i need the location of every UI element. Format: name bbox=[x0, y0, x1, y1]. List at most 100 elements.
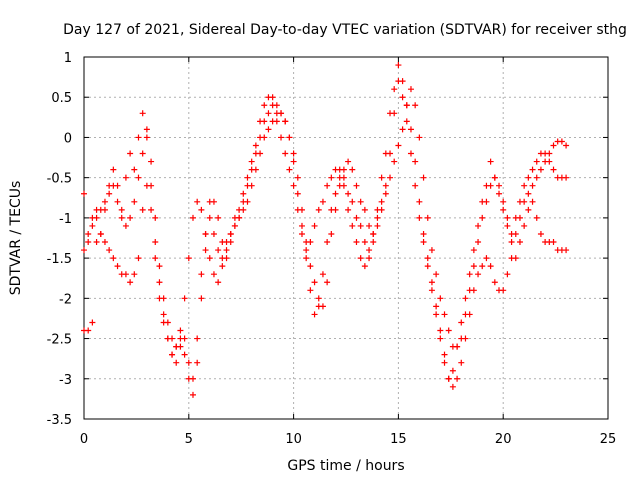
data-point bbox=[122, 271, 129, 278]
data-point bbox=[156, 263, 163, 270]
data-point bbox=[282, 150, 289, 157]
y-tick-label: 1 bbox=[64, 51, 72, 66]
y-tick-label: -2.5 bbox=[47, 333, 72, 348]
x-tick-label: 15 bbox=[390, 432, 407, 447]
data-point bbox=[345, 190, 352, 197]
data-point bbox=[148, 158, 155, 165]
data-point bbox=[219, 263, 226, 270]
data-point bbox=[395, 78, 402, 85]
y-tick-labels: -3.5 -3 -2.5 -2 -1.5 -1 -0.5 0 0.5 1 bbox=[47, 51, 72, 428]
data-point bbox=[164, 319, 171, 326]
data-point bbox=[395, 142, 402, 149]
data-point bbox=[483, 182, 490, 189]
data-point bbox=[169, 351, 176, 358]
data-point bbox=[550, 166, 557, 173]
data-point bbox=[462, 295, 469, 302]
data-point bbox=[366, 222, 373, 229]
data-point bbox=[135, 255, 142, 262]
data-point bbox=[403, 118, 410, 125]
data-point bbox=[391, 86, 398, 93]
data-point bbox=[122, 174, 129, 181]
data-point bbox=[223, 255, 230, 262]
data-point bbox=[529, 182, 536, 189]
data-point bbox=[428, 247, 435, 254]
data-point bbox=[185, 255, 192, 262]
data-point bbox=[139, 206, 146, 213]
data-point bbox=[319, 198, 326, 205]
data-point bbox=[353, 239, 360, 246]
data-point bbox=[437, 295, 444, 302]
x-tick-labels: 0 5 10 15 20 25 bbox=[80, 432, 616, 447]
data-point bbox=[194, 359, 201, 366]
data-point bbox=[269, 102, 276, 109]
data-point bbox=[487, 158, 494, 165]
data-point bbox=[466, 271, 473, 278]
data-point bbox=[169, 335, 176, 342]
data-point bbox=[177, 343, 184, 350]
data-point bbox=[189, 391, 196, 398]
x-axis-label: GPS time / hours bbox=[287, 458, 404, 474]
data-point bbox=[496, 190, 503, 197]
data-point bbox=[378, 198, 385, 205]
data-point bbox=[152, 239, 159, 246]
data-point bbox=[407, 126, 414, 133]
data-point bbox=[349, 222, 356, 229]
data-point bbox=[139, 110, 146, 117]
data-point bbox=[504, 214, 511, 221]
data-point bbox=[500, 287, 507, 294]
data-point bbox=[248, 166, 255, 173]
data-point bbox=[395, 62, 402, 69]
data-point bbox=[403, 102, 410, 109]
data-point bbox=[290, 158, 297, 165]
data-point bbox=[248, 158, 255, 165]
data-point bbox=[353, 214, 360, 221]
data-point bbox=[114, 263, 121, 270]
data-point bbox=[236, 214, 243, 221]
data-point bbox=[516, 198, 523, 205]
data-point bbox=[483, 255, 490, 262]
data-point bbox=[240, 206, 247, 213]
data-point bbox=[311, 279, 318, 286]
data-point bbox=[110, 182, 117, 189]
data-point bbox=[441, 359, 448, 366]
data-point bbox=[470, 263, 477, 270]
data-point bbox=[198, 295, 205, 302]
data-point bbox=[433, 271, 440, 278]
data-point bbox=[424, 214, 431, 221]
data-point bbox=[101, 239, 108, 246]
data-point bbox=[475, 271, 482, 278]
data-point bbox=[315, 206, 322, 213]
y-tick-label: -1.5 bbox=[47, 252, 72, 267]
data-point bbox=[177, 327, 184, 334]
data-point bbox=[278, 110, 285, 117]
data-point bbox=[357, 198, 364, 205]
data-point bbox=[219, 239, 226, 246]
data-point bbox=[529, 166, 536, 173]
y-tick-label: 0 bbox=[64, 131, 72, 146]
data-point bbox=[412, 102, 419, 109]
data-point bbox=[458, 319, 465, 326]
data-point bbox=[479, 263, 486, 270]
data-point bbox=[106, 190, 113, 197]
data-point bbox=[223, 247, 230, 254]
data-point bbox=[127, 279, 134, 286]
data-point bbox=[135, 174, 142, 181]
data-point bbox=[500, 198, 507, 205]
data-point bbox=[537, 230, 544, 237]
data-point bbox=[265, 110, 272, 117]
data-point bbox=[512, 214, 519, 221]
data-point bbox=[416, 214, 423, 221]
data-point bbox=[387, 174, 394, 181]
data-point bbox=[378, 174, 385, 181]
data-point bbox=[307, 287, 314, 294]
data-point bbox=[290, 182, 297, 189]
data-point bbox=[135, 134, 142, 141]
data-point bbox=[319, 271, 326, 278]
data-point bbox=[227, 239, 234, 246]
data-point bbox=[185, 359, 192, 366]
data-point bbox=[269, 94, 276, 101]
x-tick-label: 20 bbox=[495, 432, 512, 447]
data-point bbox=[273, 118, 280, 125]
data-point bbox=[500, 206, 507, 213]
y-tick-label: -3.5 bbox=[47, 413, 72, 428]
